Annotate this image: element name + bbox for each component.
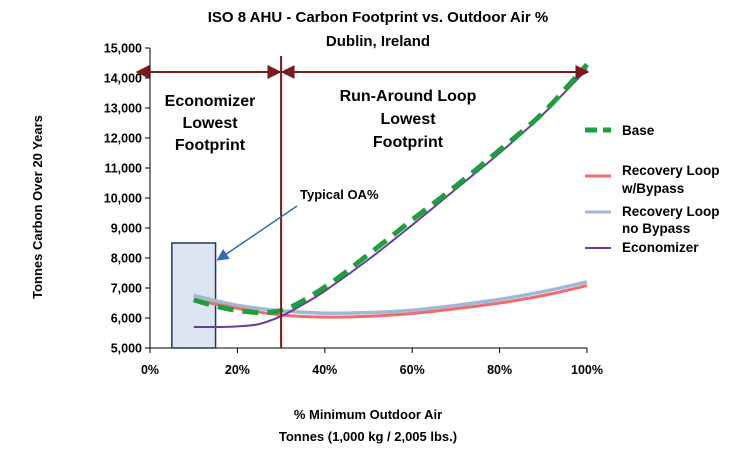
x-tick-label: 80% bbox=[487, 363, 512, 377]
run-around-loop-region-label: Run-Around Loop Lowest Footprint bbox=[340, 88, 477, 151]
x-tick-label: 60% bbox=[400, 363, 425, 377]
region-label-line: Economizer bbox=[165, 93, 256, 110]
region-label-line: Run-Around Loop bbox=[340, 88, 477, 105]
y-tick-label: 13,000 bbox=[104, 102, 142, 116]
typical-oa-arrow bbox=[216, 205, 298, 261]
y-tick-label: 8,000 bbox=[111, 252, 142, 266]
x-tick-label: 40% bbox=[312, 363, 337, 377]
series-lines bbox=[193, 62, 589, 329]
y-tick-label: 7,000 bbox=[111, 282, 142, 296]
region-label-line: Lowest bbox=[380, 111, 436, 128]
y-tick-label: 12,000 bbox=[104, 132, 142, 146]
y-tick-label: 10,000 bbox=[104, 192, 142, 206]
y-tick-label: 11,000 bbox=[104, 162, 142, 176]
x-tick-label: 20% bbox=[225, 363, 250, 377]
typical-oa-label: Typical OA% bbox=[300, 187, 379, 202]
y-tick-label: 6,000 bbox=[111, 312, 142, 326]
x-axis-ticks: 0% 20% 40% 60% 80% 100% bbox=[141, 348, 603, 377]
y-tick-label: 5,000 bbox=[111, 342, 142, 356]
legend: Base Recovery Loop w/Bypass Recovery Loo… bbox=[585, 123, 723, 255]
x-axis-label: % Minimum Outdoor Air bbox=[294, 407, 442, 422]
y-tick-label: 14,000 bbox=[104, 72, 142, 86]
chart-title: ISO 8 AHU - Carbon Footprint vs. Outdoor… bbox=[208, 9, 549, 26]
chart-subtitle: Dublin, Ireland bbox=[326, 33, 430, 50]
region-label-line: Lowest bbox=[182, 115, 238, 132]
y-tick-label: 9,000 bbox=[111, 222, 142, 236]
legend-label-recovery-loop-no-bypass: Recovery Loop no Bypass bbox=[622, 204, 723, 236]
y-tick-label: 15,000 bbox=[104, 42, 142, 56]
legend-label-base: Base bbox=[622, 123, 655, 138]
y-axis-ticks: 5,000 6,000 7,000 8,000 9,000 10,000 11,000 12,… bbox=[104, 42, 150, 356]
x-tick-label: 0% bbox=[141, 363, 159, 377]
x-axis-label-units: Tonnes (1,000 kg / 2,005 lbs.) bbox=[279, 429, 457, 444]
x-tick-label: 100% bbox=[571, 363, 603, 377]
region-label-line: Footprint bbox=[373, 134, 444, 151]
legend-label-recovery-loop-bypass: Recovery Loop w/Bypass bbox=[621, 163, 723, 196]
y-axis-label: Tonnes Carbon Over 20 Years bbox=[30, 115, 45, 299]
legend-label-economizer: Economizer bbox=[622, 240, 699, 255]
series-line-recovery-loop-bypass bbox=[193, 284, 588, 319]
region-label-line: Footprint bbox=[175, 137, 246, 154]
series-line-recovery-loop-no-bypass bbox=[193, 280, 588, 316]
economizer-region-label: Economizer Lowest Footprint bbox=[165, 93, 256, 154]
